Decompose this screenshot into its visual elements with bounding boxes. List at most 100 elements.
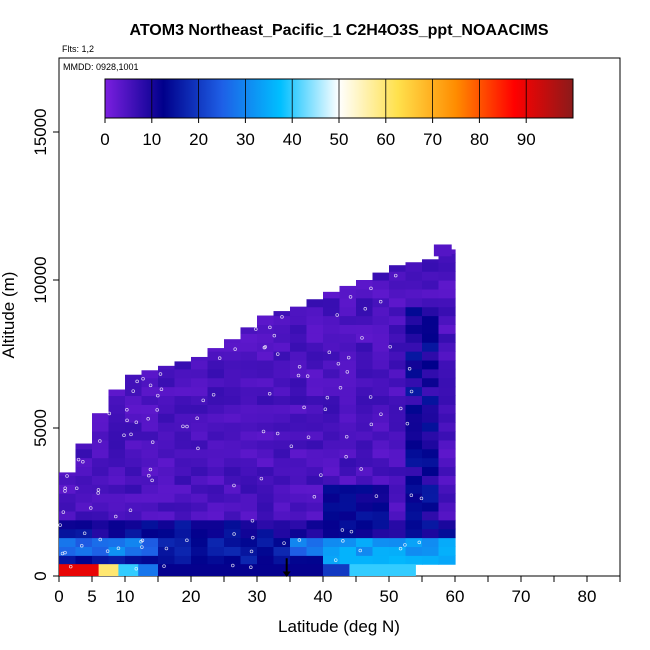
field-cell bbox=[273, 351, 291, 361]
field-cell bbox=[92, 457, 110, 468]
field-cell bbox=[174, 422, 192, 432]
field-cell bbox=[240, 537, 258, 547]
field-cell bbox=[339, 413, 357, 423]
field-cell bbox=[125, 386, 143, 397]
sample-point bbox=[141, 376, 145, 381]
field-cell bbox=[273, 311, 291, 317]
field-cell bbox=[405, 475, 423, 485]
field-cell bbox=[191, 439, 209, 450]
field-cell bbox=[389, 555, 407, 565]
field-cell bbox=[158, 537, 176, 547]
field-cell bbox=[389, 439, 407, 450]
field-cell bbox=[257, 502, 275, 512]
field-cell bbox=[141, 457, 159, 468]
field-cell bbox=[207, 546, 225, 556]
field-cell bbox=[273, 386, 291, 397]
field-cell bbox=[174, 537, 192, 547]
field-cell bbox=[125, 404, 143, 414]
field-cell bbox=[372, 386, 390, 397]
field-cell bbox=[323, 333, 341, 343]
field-cell bbox=[422, 259, 440, 263]
colorbar-tick-label: 60 bbox=[376, 130, 395, 149]
field-cell bbox=[438, 386, 456, 397]
sample-point bbox=[302, 405, 306, 410]
field-cell bbox=[372, 555, 390, 565]
field-cell bbox=[323, 395, 341, 405]
field-cell bbox=[306, 422, 324, 432]
field-cell bbox=[389, 413, 407, 423]
field-cell bbox=[422, 404, 440, 414]
sample-point bbox=[211, 392, 216, 397]
field-cell bbox=[207, 359, 225, 370]
field-cell bbox=[422, 475, 440, 485]
field-cell bbox=[240, 493, 258, 503]
field-cell bbox=[306, 457, 324, 468]
field-cell bbox=[257, 430, 275, 441]
field-cell bbox=[75, 448, 93, 459]
field-cell bbox=[240, 386, 258, 397]
field-cell bbox=[224, 546, 242, 556]
field-cell bbox=[207, 510, 225, 521]
field-cell bbox=[257, 377, 275, 388]
field-cell bbox=[438, 439, 456, 450]
sample-point bbox=[297, 365, 302, 369]
sample-point bbox=[79, 543, 84, 548]
field-cell bbox=[323, 493, 341, 503]
field-cell bbox=[306, 368, 324, 379]
field-cell bbox=[224, 484, 242, 494]
field-cell bbox=[224, 377, 242, 388]
field-cell bbox=[141, 448, 159, 459]
field-cell bbox=[339, 386, 357, 397]
field-cell bbox=[306, 395, 324, 405]
field-cell bbox=[323, 315, 341, 325]
field-cell bbox=[224, 342, 242, 352]
field-cell bbox=[339, 537, 357, 547]
field-cell bbox=[323, 342, 341, 352]
field-cell bbox=[158, 457, 176, 468]
field-cell bbox=[405, 271, 423, 281]
field-cell bbox=[125, 493, 143, 503]
sample-point bbox=[254, 327, 258, 331]
colorbar-tick-label: 70 bbox=[423, 130, 442, 149]
field-cell bbox=[174, 377, 192, 388]
field-cell bbox=[422, 324, 440, 334]
field-cell bbox=[438, 528, 456, 539]
field-cell bbox=[257, 555, 275, 565]
field-cell bbox=[306, 359, 324, 370]
field-cell bbox=[356, 413, 374, 423]
field-cell bbox=[290, 351, 308, 361]
field-cell bbox=[240, 430, 258, 441]
field-cell bbox=[59, 502, 77, 512]
field-cell bbox=[356, 510, 374, 521]
field-cell bbox=[290, 555, 308, 565]
field-cell bbox=[389, 342, 407, 352]
field-cell bbox=[141, 546, 159, 556]
field-cell bbox=[240, 484, 258, 494]
field-cell bbox=[191, 359, 209, 370]
field-cell bbox=[389, 333, 407, 343]
field-cell bbox=[405, 404, 423, 414]
field-cell bbox=[240, 404, 258, 414]
field-cell bbox=[306, 413, 324, 423]
field-cell bbox=[141, 519, 159, 530]
field-cell bbox=[224, 537, 242, 547]
field-cell bbox=[405, 280, 423, 290]
sample-point bbox=[96, 491, 100, 495]
field-cell bbox=[191, 413, 209, 423]
sample-point bbox=[419, 496, 424, 501]
field-cell bbox=[372, 288, 390, 299]
field-cell bbox=[273, 324, 291, 334]
field-cell bbox=[158, 368, 176, 379]
field-cell bbox=[191, 395, 209, 405]
chart-title: ATOM3 Northeast_Pacific_1 C2H4O3S_ppt_NO… bbox=[129, 22, 548, 39]
field-cell bbox=[356, 528, 374, 539]
sample-point bbox=[374, 494, 379, 498]
field-cell bbox=[224, 368, 242, 379]
field-cell bbox=[339, 333, 357, 343]
field-cell bbox=[323, 430, 341, 441]
field-cell bbox=[323, 546, 341, 556]
field-cell bbox=[356, 395, 374, 405]
field-cell bbox=[273, 555, 291, 565]
field-cell bbox=[372, 395, 390, 405]
sample-point bbox=[262, 345, 267, 350]
